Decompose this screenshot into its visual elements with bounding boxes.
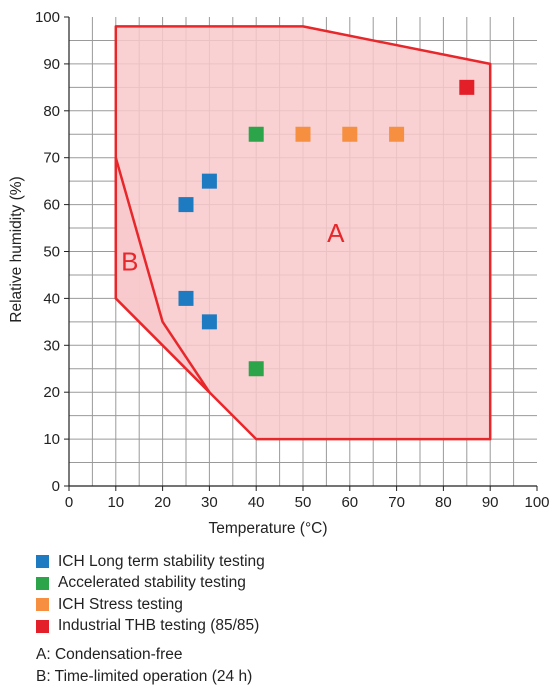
legend-swatch: [36, 620, 49, 633]
legend-swatch: [36, 598, 49, 611]
y-tick-label: 90: [43, 56, 60, 73]
y-tick-label: 20: [43, 384, 60, 401]
region-label-B: B: [121, 246, 138, 276]
legend: ICH Long term stability testing Accelerat…: [36, 551, 265, 637]
x-tick-label: 90: [482, 494, 499, 511]
x-tick-label: 70: [388, 494, 405, 511]
x-tick-label: 60: [341, 494, 358, 511]
y-tick-label: 30: [43, 337, 60, 354]
legend-label: ICH Stress testing: [58, 596, 183, 614]
y-tick-label: 10: [43, 431, 60, 448]
note-a: A: Condensation-free: [36, 644, 252, 666]
data-point: [202, 174, 217, 189]
x-tick-label: 0: [65, 494, 73, 511]
legend-item: Accelerated stability testing: [36, 573, 265, 595]
x-tick-label: 30: [201, 494, 218, 511]
data-point: [249, 127, 264, 142]
y-tick-label: 0: [52, 478, 60, 495]
legend-swatch: [36, 577, 49, 590]
legend-label: ICH Long term stability testing: [58, 553, 265, 571]
x-tick-label: 40: [248, 494, 265, 511]
x-tick-label: 20: [154, 494, 171, 511]
chart: A B 0 10 20 30 40 50 60 70 80 90 100 0 10 20 30 40 50 60 70 8…: [0, 0, 550, 545]
y-tick-label: 60: [43, 197, 60, 214]
legend-swatch: [36, 555, 49, 568]
legend-item: Industrial THB testing (85/85): [36, 616, 265, 638]
data-point: [202, 314, 217, 329]
y-axis-title: Relative humidity (%): [8, 176, 25, 322]
data-point: [459, 80, 474, 95]
y-tick-label: 40: [43, 290, 60, 307]
x-tick-label: 80: [435, 494, 452, 511]
data-point: [249, 361, 264, 376]
region-notes: A: Condensation-free B: Time-limited ope…: [36, 644, 252, 687]
legend-item: ICH Long term stability testing: [36, 551, 265, 573]
data-point: [179, 197, 194, 212]
legend-label: Industrial THB testing (85/85): [58, 617, 259, 635]
y-tick-label: 50: [43, 244, 60, 261]
legend-item: ICH Stress testing: [36, 594, 265, 616]
data-point: [179, 291, 194, 306]
y-tick-label: 70: [43, 150, 60, 167]
x-tick-label: 10: [107, 494, 124, 511]
data-point: [296, 127, 311, 142]
x-axis-title: Temperature (°C): [208, 520, 327, 537]
y-tick-label: 100: [35, 9, 60, 26]
legend-label: Accelerated stability testing: [58, 574, 246, 592]
data-point: [389, 127, 404, 142]
data-point: [342, 127, 357, 142]
region-label-A: A: [327, 218, 345, 248]
x-tick-label: 50: [295, 494, 312, 511]
y-tick-label: 80: [43, 103, 60, 120]
region-A: [116, 26, 490, 439]
x-tick-label: 100: [524, 494, 549, 511]
